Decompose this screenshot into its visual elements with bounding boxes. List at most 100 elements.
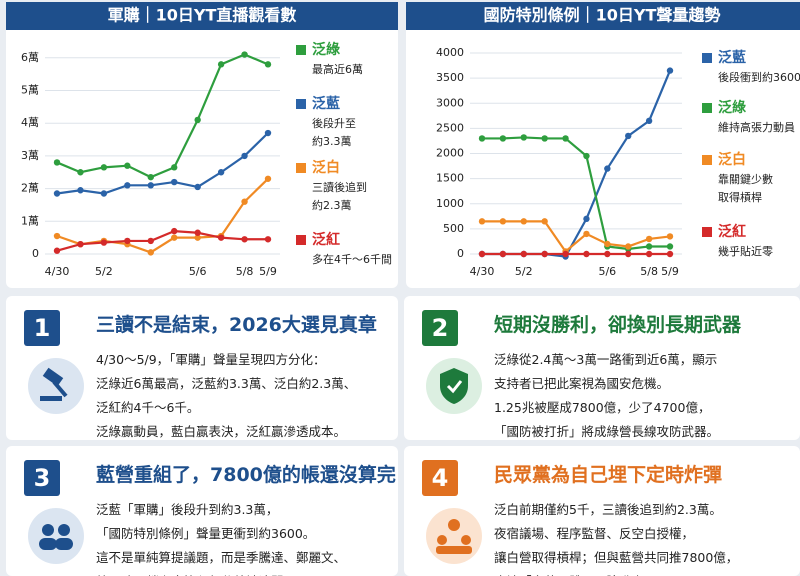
point [171,164,178,171]
point [478,250,486,258]
card-line: 泛紅約4千～6千。 [96,400,200,415]
point [241,236,248,243]
point [562,250,569,258]
y-tick-label: 4000 [436,46,464,59]
legend-label: 泛藍 [718,49,746,66]
legend-label: 泛藍 [312,95,340,112]
x-tick-label: 5/8 [236,265,254,278]
point [562,135,569,142]
point [583,152,590,160]
point [625,132,632,140]
card-title: 藍營重組了，7800億的帳還沒算完 [96,464,396,486]
x-tick-label: 5/9 [661,265,679,278]
series-line [56,229,268,252]
legend-note: 靠關鍵少數 [718,172,773,186]
card-number: 3 [24,460,60,496]
point [147,182,154,189]
y-tick-label: 2000 [436,147,464,160]
point [666,233,674,240]
card-line: 泛綠近6萬最高，泛藍約3.3萬、泛白約2.3萬、 [96,376,357,391]
x-tick-label: 5/6 [598,265,616,278]
card-line: 1.25兆被壓成7800億，少了4700億， [494,400,711,415]
point [645,235,653,243]
series-line [482,220,671,254]
x-tick-label: 4/30 [45,265,70,278]
y-tick-label: 3000 [436,96,464,109]
legend-swatch [296,99,306,109]
point [666,243,674,250]
legend-swatch [702,53,712,63]
point [604,240,611,248]
point [499,250,507,258]
legend-label: 泛白 [312,159,340,176]
card-line: 「國防被打折」將成綠營長線攻防武器。 [494,424,720,439]
point [147,237,154,245]
x-tick-label: 4/30 [470,265,495,278]
y-tick-label: 1000 [436,197,464,210]
point [583,250,590,258]
legend-note: 維持高張力動員 [718,120,795,134]
point [583,230,590,238]
point [264,129,272,137]
point [645,243,653,250]
point [124,162,131,169]
legend-swatch [702,227,712,237]
panel [6,2,398,288]
y-tick-label: 3500 [436,71,464,84]
card: 1 三讀不是結束，2026大選見真章 4/30～5/9，「軍購」聲量呈現四方分化… [6,296,398,440]
card-number: 2 [422,310,458,346]
point [147,173,154,181]
card: 2 短期沒勝利，卻換別長期武器 泛綠從2.4萬～3萬一路衝到近6萬，顯示 支持者已… [404,296,800,440]
card-line: 泛白前期僅約5千，三讀後追到約2.3萬。 [494,502,722,517]
point [171,234,178,241]
legend-note: 後段升至 [312,116,356,130]
legend-note: 幾乎貼近零 [718,244,773,258]
point [541,135,548,142]
point [194,183,201,191]
point [217,61,225,68]
title-bar [6,2,398,30]
series-line [56,132,269,195]
card-body: 泛藍「軍購」後段升到約3.3萬， 「國防特別條例」聲量更衝到約3600。 這不是單純… [96,498,346,576]
point [100,190,108,197]
point [217,234,225,241]
card-title: 短期沒勝利，卻換別長期武器 [494,314,742,336]
card: 3 藍營重組了，7800億的帳還沒算完 泛藍「軍購」後段升到約3.3萬， 「國防特… [6,446,398,576]
point [147,249,154,256]
legend-label: 泛綠 [718,99,747,116]
y-tick-label: 5萬 [21,84,39,97]
card-title: 民眾黨為自己埋下定時炸彈 [494,464,723,486]
legend-note: 取得槓桿 [718,190,762,204]
point [53,190,61,197]
point [77,169,84,176]
title-bar [406,2,800,30]
y-tick-label: 0 [457,247,464,260]
point [264,236,272,243]
card-line: 支持者已把此案視為國安危機。 [494,376,670,391]
card-line: 泛綠贏動員，藍白贏表決，泛紅贏滲透成本。 [96,424,347,439]
point [645,117,653,125]
point [77,240,84,248]
x-tick-label: 5/8 [640,265,658,278]
legend-note: 三讀後追到 [312,180,367,194]
point [100,239,108,246]
point [604,165,611,172]
point [541,218,548,225]
point [541,250,548,258]
point [124,237,131,245]
y-tick-label: 3萬 [21,149,39,162]
x-tick-label: 5/6 [189,265,207,278]
point [53,232,61,240]
y-tick-label: 1萬 [21,214,39,227]
y-tick-label: 2萬 [21,182,39,195]
point [625,243,632,250]
card-line: 泛藍「軍購」後段升到約3.3萬， [96,502,279,517]
card-title: 三讀不是結束，2026大選見真章 [96,314,377,336]
y-tick-label: 2500 [436,121,464,134]
point [583,215,590,223]
card-number: 4 [422,460,458,496]
point [171,227,178,235]
point [520,218,527,225]
point [194,234,201,241]
